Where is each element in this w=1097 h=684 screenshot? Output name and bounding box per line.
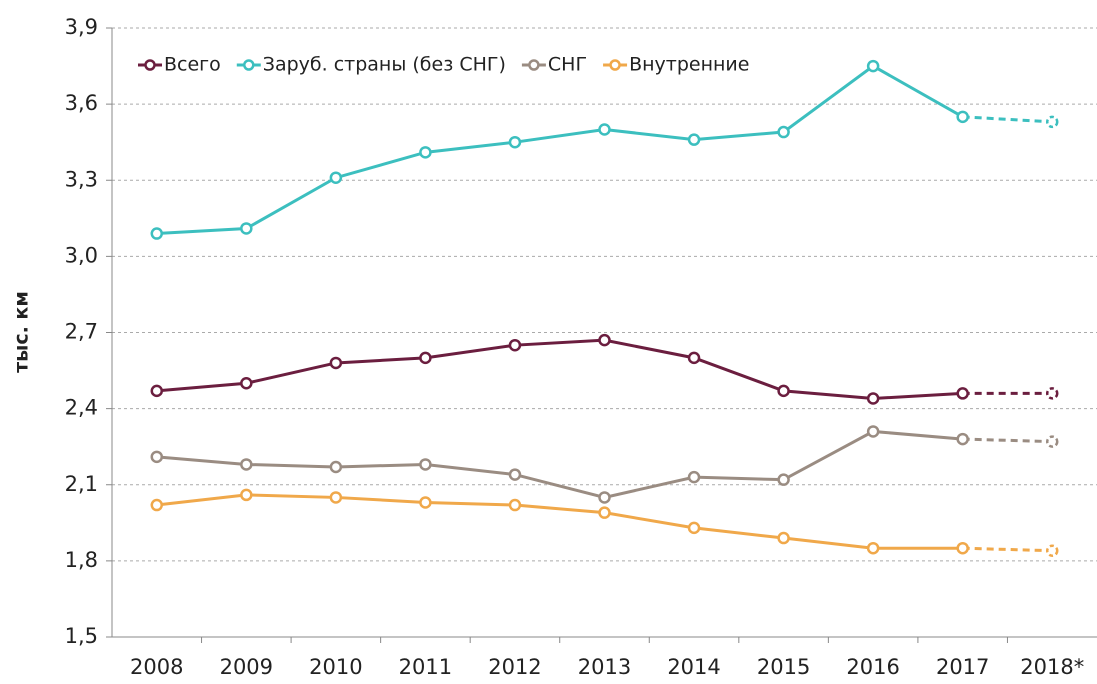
point bbox=[598, 506, 611, 519]
point bbox=[777, 473, 790, 486]
series-line-dashed bbox=[962, 115, 1053, 124]
point bbox=[777, 384, 790, 398]
series-line bbox=[156, 338, 963, 400]
point bbox=[687, 521, 701, 535]
point bbox=[419, 146, 432, 159]
point bbox=[508, 468, 522, 481]
x-tick-label: 2017 bbox=[936, 655, 989, 679]
point bbox=[240, 488, 253, 502]
y-axis-label: тыс. км bbox=[11, 291, 33, 373]
point bbox=[419, 458, 432, 471]
y-tick-label: 2,1 bbox=[65, 472, 98, 496]
y-tick-label: 2,7 bbox=[65, 320, 98, 344]
point bbox=[956, 432, 969, 446]
y-tick-label: 3,3 bbox=[65, 167, 98, 191]
legend-marker bbox=[144, 59, 156, 71]
point bbox=[687, 470, 701, 484]
point bbox=[150, 227, 164, 240]
legend-label: Заруб. страны (без СНГ) bbox=[263, 54, 506, 76]
legend-marker bbox=[528, 59, 540, 71]
x-tick-label: 2011 bbox=[399, 655, 452, 679]
point bbox=[687, 133, 701, 146]
legend-marker bbox=[243, 59, 255, 71]
point bbox=[956, 387, 969, 400]
series-line-dashed bbox=[962, 546, 1053, 553]
point bbox=[687, 351, 701, 365]
point bbox=[598, 333, 611, 347]
y-tick-label: 1,5 bbox=[65, 624, 98, 648]
series-line-dashed bbox=[962, 437, 1053, 444]
y-tick-label: 3,9 bbox=[65, 15, 98, 39]
x-tick-label: 2015 bbox=[757, 655, 810, 679]
point bbox=[329, 356, 343, 370]
series-line bbox=[156, 64, 964, 236]
point bbox=[1045, 435, 1059, 448]
y-tick-label: 2,4 bbox=[65, 396, 98, 420]
series-line bbox=[156, 493, 963, 550]
point bbox=[1045, 544, 1059, 557]
point bbox=[866, 425, 880, 438]
point bbox=[598, 123, 611, 136]
x-tick-label: 2014 bbox=[667, 655, 720, 679]
point bbox=[329, 491, 343, 504]
point bbox=[508, 498, 522, 512]
point bbox=[329, 460, 343, 474]
point bbox=[419, 496, 432, 509]
point bbox=[240, 377, 253, 390]
point bbox=[150, 384, 164, 398]
point bbox=[777, 125, 790, 139]
y-tick-label: 1,8 bbox=[65, 548, 98, 572]
x-tick-label: 2018* bbox=[1020, 655, 1084, 679]
x-tick-label: 2010 bbox=[309, 655, 362, 679]
point bbox=[1045, 115, 1059, 129]
legend-label: СНГ bbox=[548, 54, 587, 76]
y-tick-label: 3,0 bbox=[65, 243, 98, 267]
legend-label: Всего bbox=[164, 54, 221, 76]
point bbox=[777, 531, 790, 545]
point bbox=[956, 110, 969, 124]
legend-marker bbox=[609, 59, 621, 71]
point bbox=[419, 351, 432, 365]
point bbox=[866, 59, 880, 73]
x-tick-label: 2012 bbox=[488, 655, 541, 679]
point bbox=[240, 458, 253, 471]
x-tick-label: 2016 bbox=[846, 655, 899, 679]
point bbox=[598, 491, 611, 504]
point bbox=[150, 498, 164, 512]
point bbox=[508, 135, 522, 149]
point bbox=[508, 338, 522, 352]
y-tick-label: 3,6 bbox=[65, 91, 98, 115]
point bbox=[150, 450, 164, 464]
point bbox=[866, 392, 880, 405]
legend-label: Внутренние bbox=[629, 54, 749, 76]
point bbox=[329, 171, 343, 184]
x-tick-label: 2013 bbox=[578, 655, 631, 679]
point bbox=[240, 222, 253, 235]
point bbox=[866, 541, 880, 555]
x-tick-label: 2009 bbox=[220, 655, 273, 679]
series-line bbox=[156, 429, 963, 499]
x-tick-label: 2008 bbox=[130, 655, 183, 679]
point bbox=[956, 541, 969, 555]
point bbox=[1045, 387, 1059, 400]
